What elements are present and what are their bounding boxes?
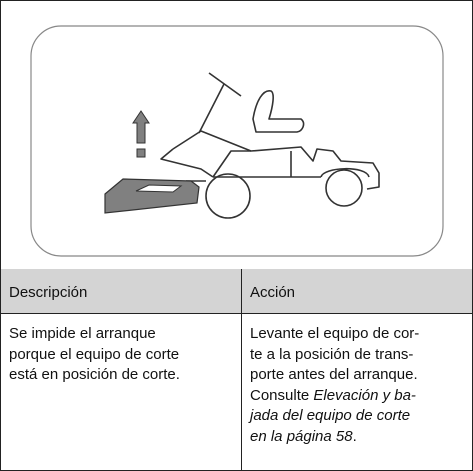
header-cell: Descripción [9,284,88,301]
text-line: jada del equipo de corte [250,406,419,427]
text-line: está en posición de corte. [9,366,180,383]
text: Levante el equipo de cor- [250,325,420,342]
rule [1,313,472,314]
text: Consulte [250,386,314,404]
table-header [1,269,472,313]
text-line: porque el equipo de corte [9,345,180,363]
column-rule [241,269,242,470]
text-line: Levante el equipo de cor- [250,324,419,345]
cross-reference[interactable]: en la página 58 [250,427,353,445]
text-line: Consulte Elevación y ba- [250,386,419,407]
action-cell: Levante el equipo de cor- te a la posici… [250,324,419,447]
header-cell: Acción [250,284,296,301]
cross-reference[interactable]: Elevación y ba- [313,386,416,404]
description-cell: Se impide el arranque porque el equipo d… [9,324,180,386]
text: . [352,427,357,445]
text: te a la posición de trans- [250,345,414,363]
text-line: porte antes del arranque. [250,365,419,386]
cross-reference[interactable]: jada del equipo de corte [250,407,411,424]
text: porte antes del arranque. [250,366,418,383]
text-line: Se impide el arranque [9,325,156,342]
illustration [30,25,444,257]
text-line: en la página 58. [250,427,419,448]
text-line: te a la posición de trans- [250,345,419,366]
